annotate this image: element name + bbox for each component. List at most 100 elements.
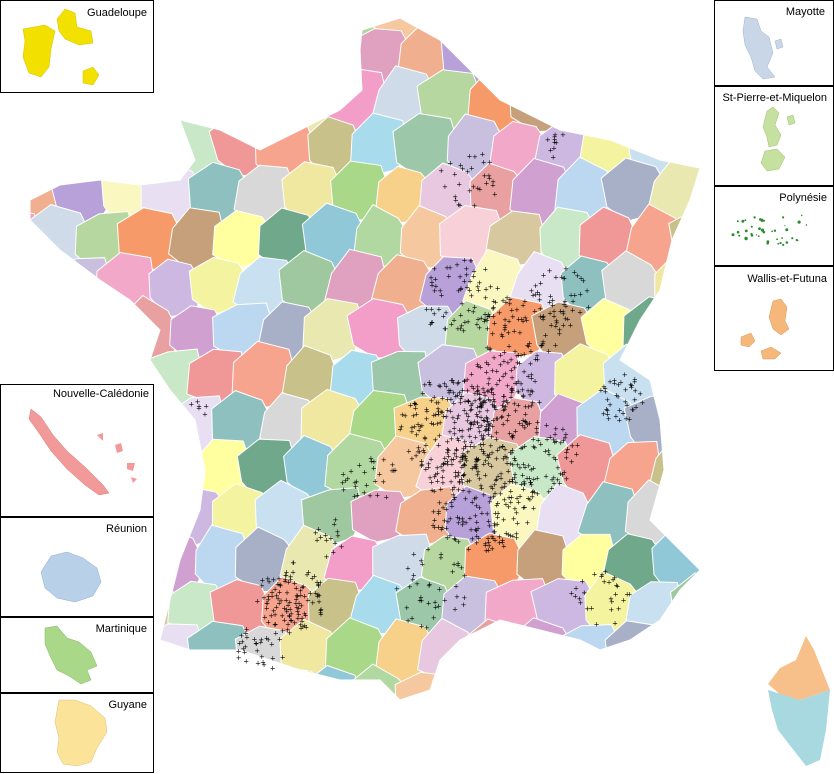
observation-point: + — [451, 425, 457, 433]
observation-point: + — [431, 265, 437, 273]
observation-point: + — [255, 659, 261, 667]
observation-point: + — [302, 622, 308, 630]
observation-point: + — [544, 436, 550, 444]
observation-point: + — [440, 460, 446, 468]
observation-point: + — [531, 443, 537, 451]
observation-point: + — [534, 352, 540, 360]
observation-point: + — [431, 310, 437, 318]
observation-point: + — [316, 526, 322, 534]
polynesie-island — [762, 230, 766, 234]
observation-point: + — [371, 458, 377, 466]
observation-point: + — [563, 315, 569, 323]
observation-point: + — [500, 297, 506, 305]
observation-point: + — [473, 458, 479, 466]
observation-point: + — [536, 291, 542, 299]
observation-point: + — [409, 424, 415, 432]
observation-point: + — [484, 510, 490, 518]
polynesie-island — [753, 216, 756, 219]
polynesie-island — [736, 230, 740, 234]
observation-point: + — [468, 438, 474, 446]
observation-point: + — [507, 296, 513, 304]
department-region — [654, 255, 700, 320]
observation-point: + — [456, 519, 462, 527]
observation-point: + — [298, 621, 304, 629]
observation-point: + — [451, 560, 457, 568]
observation-point: + — [553, 139, 559, 147]
observation-point: + — [461, 470, 467, 478]
observation-point: + — [498, 351, 504, 359]
observation-point: + — [280, 653, 286, 661]
observation-point: + — [293, 596, 299, 604]
observation-point: + — [562, 298, 568, 306]
observation-point: + — [605, 410, 611, 418]
observation-point: + — [317, 579, 323, 587]
observation-point: + — [465, 397, 471, 405]
observation-point: + — [436, 509, 442, 517]
observation-point: + — [314, 578, 320, 586]
observation-point: + — [476, 534, 482, 542]
observation-point: + — [380, 478, 386, 486]
observation-point: + — [475, 283, 481, 291]
department-region — [648, 624, 700, 687]
observation-point: + — [585, 303, 591, 311]
observation-point: + — [445, 407, 451, 415]
observation-point: + — [527, 391, 533, 399]
observation-point: + — [479, 402, 485, 410]
observation-point: + — [531, 504, 537, 512]
observation-point: + — [371, 465, 377, 473]
observation-point: + — [459, 463, 465, 471]
observation-point: + — [626, 590, 632, 598]
observation-point: + — [475, 468, 481, 476]
observation-point: + — [493, 415, 499, 423]
observation-point: + — [622, 398, 628, 406]
observation-point: + — [534, 474, 540, 482]
observation-point: + — [472, 390, 478, 398]
observation-point: + — [504, 454, 510, 462]
observation-point: + — [462, 398, 468, 406]
observation-point: + — [500, 402, 506, 410]
polynesie-shape — [731, 214, 808, 246]
observation-point: + — [535, 490, 541, 498]
observation-point: + — [460, 521, 466, 529]
observation-point: + — [527, 479, 533, 487]
observation-point: + — [483, 414, 489, 422]
department-region — [606, 18, 672, 45]
observation-point: + — [454, 261, 460, 269]
observation-point: + — [479, 151, 485, 159]
observation-point: + — [560, 308, 566, 316]
observation-point: + — [518, 352, 524, 360]
department-region — [631, 29, 685, 84]
observation-point: + — [478, 403, 484, 411]
department-region — [30, 253, 70, 318]
observation-point: + — [574, 272, 580, 280]
observation-point: + — [481, 318, 487, 326]
observation-point: + — [419, 623, 425, 631]
observation-point: + — [458, 312, 464, 320]
observation-point: + — [489, 449, 495, 457]
observation-point: + — [276, 599, 282, 607]
department-region — [185, 18, 251, 40]
observation-point: + — [239, 632, 245, 640]
observation-point: + — [451, 379, 457, 387]
observation-point: + — [474, 539, 480, 547]
observation-point: + — [472, 304, 478, 312]
inset-wallis-et-futuna: Wallis-et-Futuna — [714, 266, 834, 371]
observation-point: + — [508, 488, 514, 496]
observation-point: + — [577, 290, 583, 298]
observation-point: + — [490, 416, 496, 424]
observation-point: + — [511, 400, 517, 408]
observation-point: + — [478, 414, 484, 422]
observation-point: + — [503, 397, 509, 405]
observation-point: + — [611, 379, 617, 387]
department-region — [209, 672, 278, 700]
observation-point: + — [501, 407, 507, 415]
observation-point: + — [455, 435, 461, 443]
observation-point: + — [499, 331, 505, 339]
observation-point: + — [266, 578, 272, 586]
observation-point: + — [556, 330, 562, 338]
observation-point: + — [485, 380, 491, 388]
observation-point: + — [453, 393, 459, 401]
observation-point: + — [514, 306, 520, 314]
observation-point: + — [465, 413, 471, 421]
observation-point: + — [362, 468, 368, 476]
